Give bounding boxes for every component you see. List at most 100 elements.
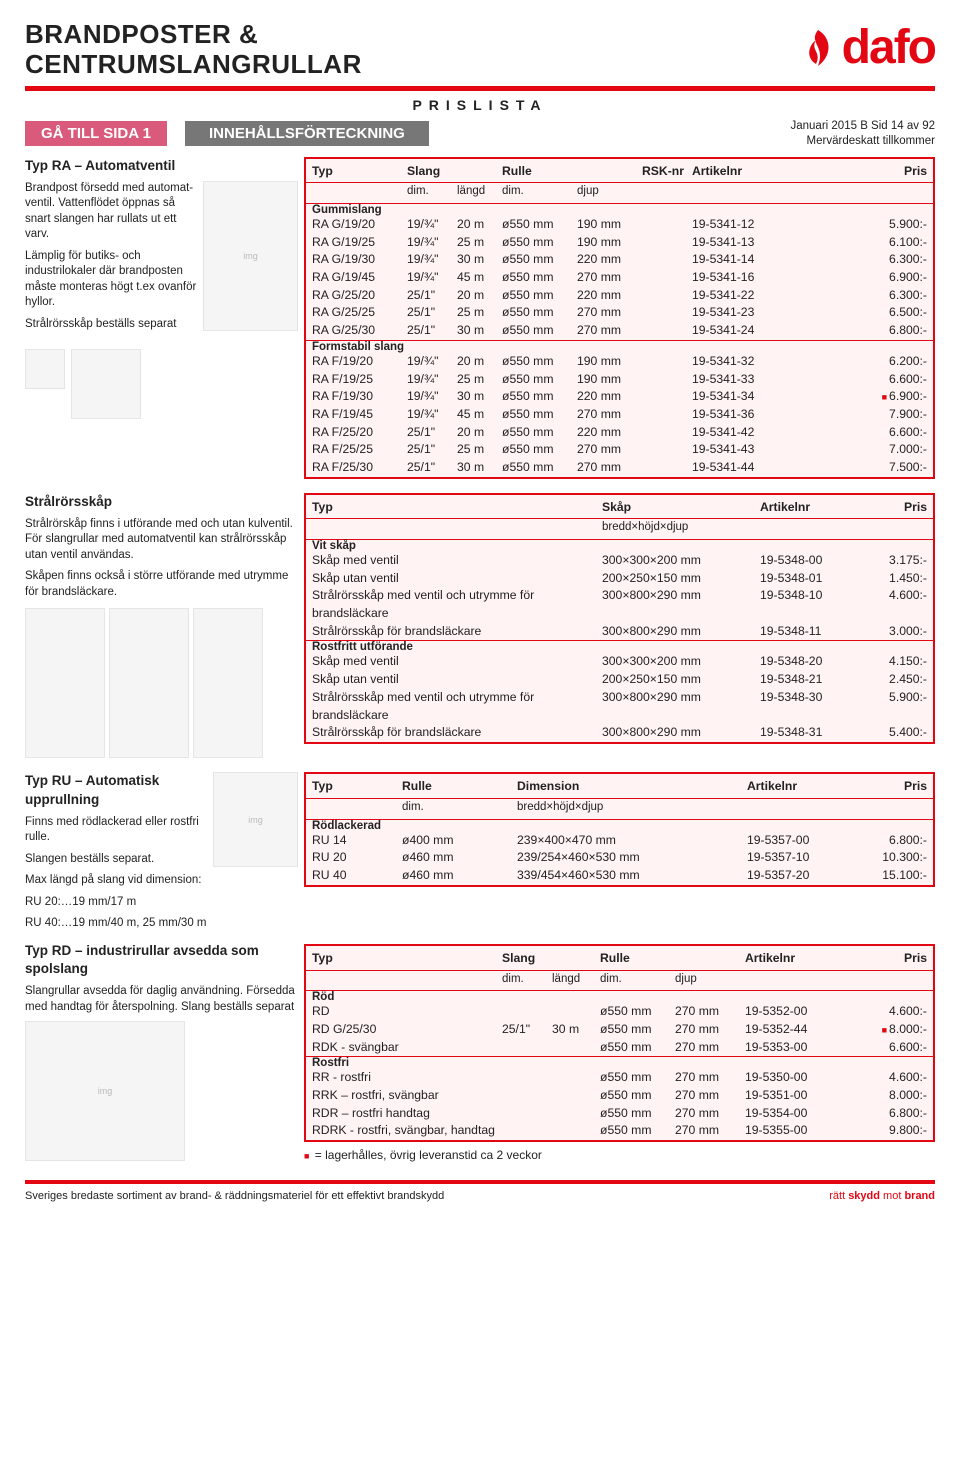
table-row: RA G/25/2525/1"25 mø550 mm270 mm19-5341-… [306,304,933,322]
table-cell: 19-5355-00 [745,1122,840,1140]
table-cell [502,1122,552,1140]
table-cell: Skåp med ventil [312,653,602,671]
col-hdr: Pris [855,499,927,517]
table-cell [502,1087,552,1105]
col-subhdr [312,971,502,988]
table-cell: 4.600:- [840,1003,927,1021]
sec2-p1: Strålrörskåp finns i utförande med och u… [25,517,298,564]
col-hdr: Typ [312,499,602,517]
toc-button[interactable]: INNEHÅLLSFÖRTECKNING [185,121,429,146]
sec3-p3: Max längd på slang vid dimension: [25,873,207,889]
table-cell: 25 m [457,304,502,322]
title-line-2: CENTRUMSLANGRULLAR [25,50,362,80]
table-row: RA G/19/2019/¾"20 mø550 mm190 mm19-5341-… [306,216,933,234]
table-cell: 300×800×290 mm [602,623,760,641]
table-cell: RDRK - rostfri, svängbar, handtag [312,1122,502,1140]
table-row: RA F/25/2525/1"25 mø550 mm270 mm19-5341-… [306,441,933,459]
col-subhdr: bredd×höjd×djup [602,519,760,536]
table-cell: 239×400×470 mm [517,832,747,850]
table-cell: 6.300:- [787,251,927,269]
sec3-p1: Finns med rödlackerad eller rostfri rull… [25,815,207,846]
table-row: Skåp utan ventil200×250×150 mm19-5348-01… [306,570,933,588]
table-cell: 19-5350-00 [745,1069,840,1087]
table-cell: Strålrörsskåp för brandsläckare [312,724,602,742]
table-cell: 270 mm [577,322,642,340]
table-cell: RRK – rostfri, svängbar [312,1087,502,1105]
sec3-table-wrap: TypRulleDimensionArtikelnrPrisdim.bredd×… [304,772,935,938]
group-header: Röd [306,991,933,1003]
table-cell: 2.450:- [855,671,927,689]
col-hdr: Slang [502,950,552,968]
group-header: Rostfri [306,1057,933,1069]
table-cell: 3.175:- [855,552,927,570]
col-subhdr [692,183,787,200]
table-cell: 19-5348-21 [760,671,855,689]
table-cell: ø550 mm [502,304,577,322]
table-cell: 270 mm [675,1105,745,1123]
table-cell: 5.400:- [855,724,927,742]
col-hdr: Pris [787,163,927,181]
col-subhdr: dim. [600,971,675,988]
table-cell: 30 m [457,322,502,340]
table-cell: 239/254×460×530 mm [517,849,747,867]
section-skap: Strålrörsskåp Strålrörskåp finns i utför… [25,493,935,759]
goto-page-1-button[interactable]: GÅ TILL SIDA 1 [25,121,167,146]
sec4-p1: Slangrullar avsedda för daglig användnin… [25,984,298,1015]
table-cell: Skåp med ventil [312,552,602,570]
table-cell: 19-5341-44 [692,459,787,477]
table-cell: 19-5351-00 [745,1087,840,1105]
sec2-title: Strålrörsskåp [25,493,298,511]
table-row: RA F/19/2019/¾"20 mø550 mm190 mm19-5341-… [306,353,933,371]
table-row: RA F/19/2519/¾"25 mø550 mm190 mm19-5341-… [306,371,933,389]
sec2-table-wrap: TypSkåpArtikelnrPrisbredd×höjd×djupVit s… [304,493,935,759]
table-cell [642,304,692,322]
col-subhdr: längd [552,971,600,988]
table-row: Strålrörsskåp med ventil och utrymme för… [306,587,933,622]
table-cell: 6.600:- [840,1039,927,1057]
fire-sign-image [25,349,65,389]
table-cell: RA F/25/20 [312,424,407,442]
table-cell: ø550 mm [502,424,577,442]
footer: Sveriges bredaste sortiment av brand- & … [25,1180,935,1202]
table-cell [642,371,692,389]
footer-right: rätt skydd mot brand [829,1190,935,1202]
col-subhdr [855,519,927,536]
table-cell: 6.800:- [787,322,927,340]
table-cell: 270 mm [675,1003,745,1021]
col-hdr: RSK-nr [642,163,692,181]
table-row: RA G/25/3025/1"30 mø550 mm270 mm19-5341-… [306,322,933,340]
table-row: Strålrörsskåp för brandsläckare300×800×2… [306,724,933,742]
table-cell: ■8.000:- [840,1021,927,1039]
table-cell: ø550 mm [502,459,577,477]
table-row: RDø550 mm270 mm19-5352-004.600:- [306,1003,933,1021]
title-line-1: BRANDPOSTER & [25,20,362,50]
table-cell: 7.500:- [787,459,927,477]
table-cell [552,1105,600,1123]
table-cell [642,459,692,477]
table-cell: RA F/25/30 [312,459,407,477]
footer-right-1: rätt [829,1190,848,1202]
table-cell: 270 mm [577,406,642,424]
table-cell [502,1105,552,1123]
divider [25,86,935,91]
table-cell: 300×800×290 mm [602,724,760,742]
table-cell: ø550 mm [502,406,577,424]
table-cell: 8.000:- [840,1087,927,1105]
table-cell: 30 m [457,251,502,269]
sec3-p2: Slangen beställs separat. [25,852,207,868]
col-hdr: Skåp [602,499,760,517]
table-row: RDR – rostfri handtagø550 mm270 mm19-535… [306,1105,933,1123]
col-subhdr [312,183,407,200]
table-cell: 6.900:- [787,269,927,287]
col-subhdr: dim. [402,799,517,816]
col-subhdr: bredd×höjd×djup [517,799,747,816]
table-cell: 25/1" [407,459,457,477]
table-cell [642,234,692,252]
table-cell: 19-5348-31 [760,724,855,742]
table-row: Skåp med ventil300×300×200 mm19-5348-204… [306,653,933,671]
logo: dafo [798,20,935,75]
table-cell: RA G/19/45 [312,269,407,287]
table-row: RA G/19/2519/¾"25 mø550 mm190 mm19-5341-… [306,234,933,252]
table-cell: 270 mm [675,1087,745,1105]
table-cell: Strålrörsskåp med ventil och utrymme för… [312,587,602,622]
